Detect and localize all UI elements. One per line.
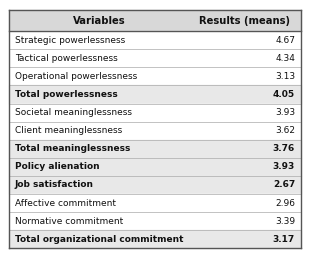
Text: Client meaninglessness: Client meaninglessness (15, 126, 122, 135)
Text: Normative commitment: Normative commitment (15, 217, 123, 226)
Bar (9, 86, 301, 104)
Bar (9, 140, 301, 158)
Bar (9, 212, 301, 230)
Text: 2.67: 2.67 (273, 180, 295, 189)
Bar (9, 194, 301, 212)
Text: 3.93: 3.93 (273, 162, 295, 172)
Text: 3.17: 3.17 (273, 235, 295, 244)
Bar (9, 49, 301, 67)
Bar (9, 122, 301, 140)
Text: 3.93: 3.93 (275, 108, 295, 117)
Text: Tactical powerlessness: Tactical powerlessness (15, 54, 117, 63)
Bar (9, 67, 301, 86)
Text: Operational powerlessness: Operational powerlessness (15, 72, 137, 81)
Text: Total meaninglessness: Total meaninglessness (15, 144, 130, 153)
Bar (9, 230, 301, 248)
Text: Variables: Variables (73, 16, 125, 26)
Text: Policy alienation: Policy alienation (15, 162, 100, 172)
Text: 3.62: 3.62 (275, 126, 295, 135)
Text: Results (means): Results (means) (199, 16, 290, 26)
Text: Affective commitment: Affective commitment (15, 199, 116, 208)
Text: 4.67: 4.67 (275, 36, 295, 45)
Text: 3.76: 3.76 (273, 144, 295, 153)
Bar (9, 10, 301, 31)
Text: Total powerlessness: Total powerlessness (15, 90, 117, 99)
Text: 4.05: 4.05 (273, 90, 295, 99)
Text: Job satisfaction: Job satisfaction (15, 180, 94, 189)
Bar (9, 176, 301, 194)
Bar (9, 31, 301, 49)
Text: 4.34: 4.34 (275, 54, 295, 63)
Text: Strategic powerlessness: Strategic powerlessness (15, 36, 125, 45)
Bar (9, 158, 301, 176)
Text: 2.96: 2.96 (275, 199, 295, 208)
Text: Societal meaninglessness: Societal meaninglessness (15, 108, 132, 117)
Text: 3.13: 3.13 (275, 72, 295, 81)
Text: 3.39: 3.39 (275, 217, 295, 226)
Text: Total organizational commitment: Total organizational commitment (15, 235, 184, 244)
Bar (9, 104, 301, 122)
